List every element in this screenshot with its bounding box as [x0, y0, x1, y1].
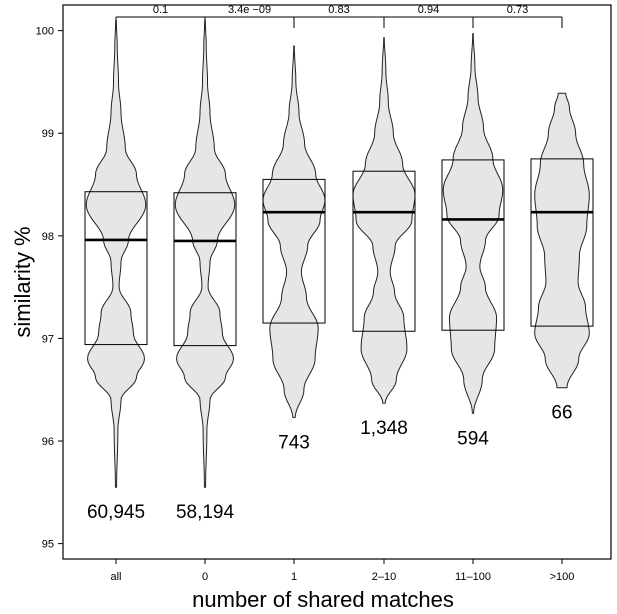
box-1: [173, 192, 237, 347]
box-5: [530, 158, 594, 327]
x-tick-label-5: >100: [550, 571, 575, 583]
p-value-label-4: 0.73: [507, 4, 528, 16]
box-3: [352, 170, 416, 332]
y-tick-label-4: 99: [42, 128, 54, 140]
count-label-2: 743: [278, 432, 310, 453]
sample-count-labels: 60,945 58,194 743 1,348 594 66: [87, 403, 573, 524]
x-axis: all 0 1 2–10 11–100 >100: [110, 559, 574, 583]
box-0: [84, 191, 148, 346]
p-value-label-0: 0.1: [153, 4, 168, 16]
y-tick-label-2: 97: [42, 333, 54, 345]
plot-frame: [62, 4, 612, 560]
y-tick-label-3: 98: [42, 231, 54, 243]
count-label-5: 66: [551, 403, 572, 424]
p-value-label-2: 0.83: [328, 4, 349, 16]
box-2: [262, 178, 326, 324]
x-tick-label-3: 2–10: [372, 571, 396, 583]
violin-1: [174, 19, 236, 488]
comparison-brackets: 0.1 3.4e −09 0.83 0.94 0.73: [115, 4, 563, 28]
x-tick-label-1: 0: [202, 571, 208, 583]
y-axis: 95 96 97 98 99 100: [36, 26, 63, 551]
x-tick-label-2: 1: [291, 571, 297, 583]
y-tick-label-0: 95: [42, 539, 54, 551]
count-label-4: 594: [457, 428, 489, 449]
violin-0: [85, 19, 147, 488]
count-label-3: 1,348: [360, 418, 408, 439]
violin-2: [262, 45, 326, 418]
y-axis-title: similarity %: [10, 226, 35, 337]
violin-4: [442, 33, 504, 414]
y-tick-label-5: 100: [36, 26, 54, 38]
p-value-label-1: 3.4e −09: [228, 4, 271, 16]
y-tick-label-1: 96: [42, 436, 54, 448]
violin-5: [534, 92, 590, 389]
p-value-label-3: 0.94: [418, 4, 439, 16]
count-label-1: 58,194: [176, 502, 235, 523]
x-axis-title: number of shared matches: [192, 587, 454, 612]
box-4: [441, 159, 505, 331]
violins-layer: [84, 19, 594, 488]
x-tick-label-0: all: [110, 571, 121, 583]
count-label-0: 60,945: [87, 502, 145, 523]
violin-3: [352, 37, 416, 404]
x-tick-label-4: 11–100: [455, 571, 491, 583]
